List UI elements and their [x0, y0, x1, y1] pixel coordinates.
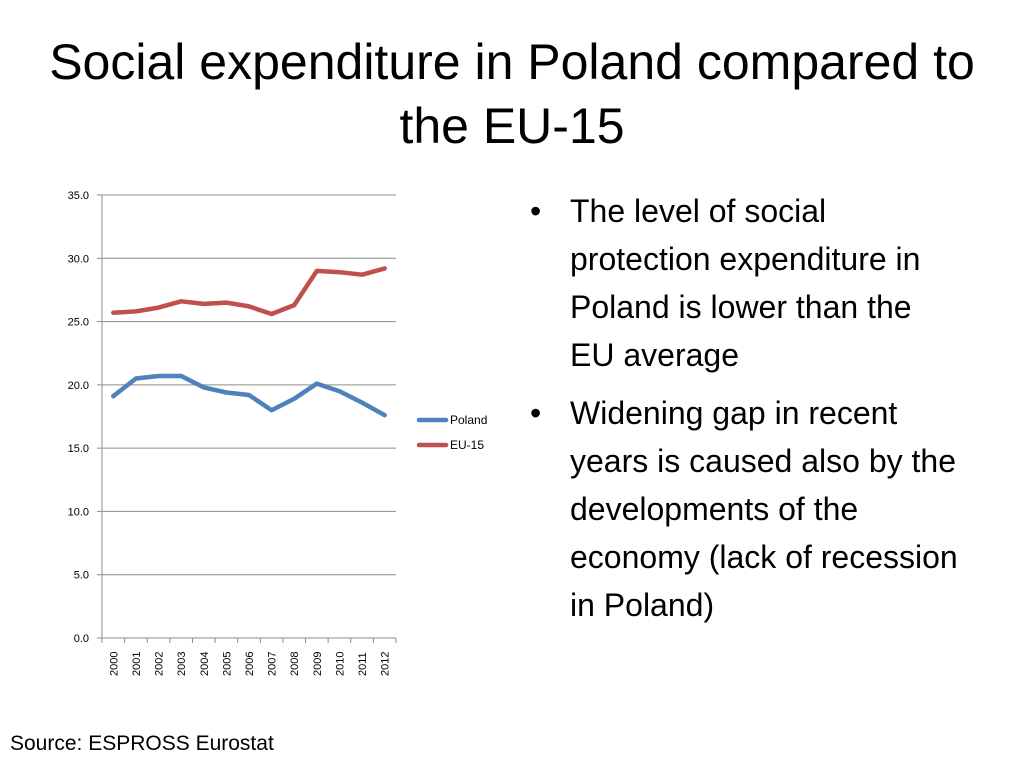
y-tick-label: 20.0 — [68, 380, 89, 392]
x-tick-label: 2012 — [380, 652, 392, 676]
series-line-poland — [111, 373, 387, 418]
slide-title: Social expenditure in Poland compared to… — [49, 34, 975, 154]
x-tick-label: 2006 — [244, 652, 256, 676]
x-tick-label: 2004 — [199, 652, 211, 676]
bullet-text: The level of social protection expenditu… — [570, 193, 921, 373]
y-tick-label: 10.0 — [68, 506, 89, 518]
bullet-list: • The level of social protection expendi… — [530, 187, 960, 639]
bullet-marker: • — [530, 395, 542, 431]
bullet-text: Widening gap in recent years is caused a… — [570, 395, 958, 623]
source-note: Source: ESPROSS Eurostat — [10, 732, 274, 755]
chart-gridlines — [102, 194, 396, 576]
legend-label: Poland — [450, 413, 487, 427]
bullet-item: • The level of social protection expendi… — [530, 187, 960, 379]
line-chart: 0.05.010.015.020.025.030.035.0 2000 2001 2… — [68, 190, 488, 676]
x-tick-label: 2001 — [131, 652, 143, 676]
x-tick-label: 2002 — [154, 652, 166, 676]
bullet-item: • Widening gap in recent years is caused… — [530, 389, 960, 629]
series-line-eu-15 — [111, 266, 387, 317]
y-tick-label: 0.0 — [74, 633, 89, 645]
y-tick-label: 25.0 — [68, 317, 89, 329]
x-tick-label: 2005 — [221, 652, 233, 676]
y-axis-tick-labels: 0.0 5.0 10.0 15.0 20.0 25.0 30.0 35.0 — [68, 190, 89, 645]
x-tick-label: 2010 — [334, 652, 346, 676]
x-axis-tick-labels: 2000 2001 2002 2003 2004 2005 2006 2007 2008 2009… — [108, 652, 391, 676]
x-tick-label: 2003 — [176, 652, 188, 676]
chart-legend: Poland EU-15 — [416, 413, 487, 452]
x-tick-label: 2008 — [289, 652, 301, 676]
x-tick-label: 2007 — [267, 652, 279, 676]
legend-label: EU-15 — [450, 438, 484, 452]
x-tick-label: 2000 — [108, 652, 120, 676]
x-tick-label: 2009 — [312, 652, 324, 676]
y-tick-label: 35.0 — [68, 190, 89, 202]
chart-series-lines — [111, 266, 387, 418]
y-tick-label: 30.0 — [68, 253, 89, 265]
chart-axes — [97, 194, 397, 643]
bullet-marker: • — [530, 193, 542, 229]
y-tick-label: 5.0 — [74, 570, 89, 582]
y-tick-label: 15.0 — [68, 443, 89, 455]
x-tick-label: 2011 — [357, 652, 369, 676]
